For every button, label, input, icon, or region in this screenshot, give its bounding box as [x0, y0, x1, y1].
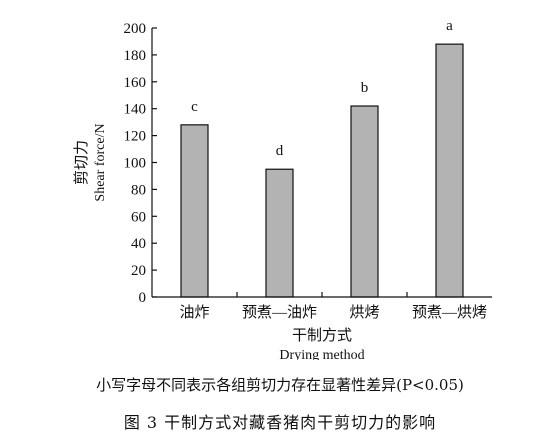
y-axis-ticks: 0 20 40 60 80 100 120 140 160 180 200: [124, 21, 157, 306]
y-tick-label: 160: [124, 75, 147, 91]
bar: [265, 168, 294, 298]
figure-caption: 图 3 干制方式对藏香猪肉干剪切力的影响: [123, 413, 437, 432]
x-axis-categories: 油炸 预煮—油炸 烘烤 预煮—烘烤: [179, 292, 487, 321]
y-tick-label: 40: [131, 236, 146, 252]
y-axis-title-cn: 剪切力: [73, 140, 90, 185]
y-tick-label: 0: [139, 290, 147, 306]
significance-label: d: [276, 143, 284, 159]
significance-label: a: [446, 18, 453, 34]
significance-label: b: [361, 80, 369, 96]
y-tick-label: 180: [124, 48, 147, 64]
category-label: 烘烤: [349, 304, 379, 321]
bar: [435, 43, 464, 298]
bars: c d b a: [180, 18, 464, 298]
x-axis-title-en: Drying method: [279, 348, 364, 360]
y-tick-label: 120: [124, 129, 147, 145]
significance-label: c: [191, 99, 198, 115]
y-tick-label: 100: [124, 156, 147, 172]
bar: [350, 105, 379, 298]
y-tick-label: 20: [131, 263, 146, 279]
figure-note: 小写字母不同表示各组剪切力存在显著性差异(P<0.05): [96, 376, 464, 394]
y-tick-label: 200: [124, 21, 147, 37]
y-tick-label: 140: [124, 102, 147, 118]
x-axis-title-cn: 干制方式: [292, 327, 352, 344]
y-tick-label: 80: [131, 182, 146, 198]
bar: [180, 124, 209, 298]
category-label: 预煮—油炸: [242, 304, 317, 321]
y-tick-label: 60: [131, 209, 146, 225]
category-label: 油炸: [179, 304, 209, 321]
bar-chart: 0 20 40 60 80 100 120 140 160 180 200 c d b a 油炸 预煮—油炸…: [73, 18, 492, 360]
y-axis-title-en: Shear force/N: [93, 123, 108, 201]
category-label: 预煮—烘烤: [412, 304, 487, 321]
